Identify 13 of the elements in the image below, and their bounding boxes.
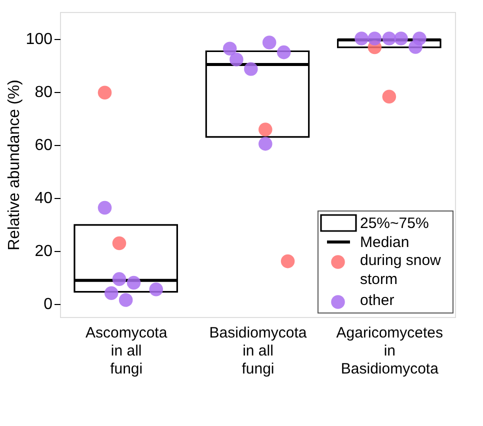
y-tick-label: 20 — [34, 243, 53, 260]
legend-label: other — [360, 292, 394, 309]
legend-label: 25%~75% — [360, 215, 429, 232]
y-tick-label: 60 — [34, 137, 53, 154]
y-tick-label: 80 — [34, 84, 53, 102]
x-tick-label: Agaricomycetes in Basidiomycota — [336, 324, 444, 378]
y-tick-label: 40 — [34, 190, 53, 208]
y-axis-title: Relative abundance (%) — [6, 80, 23, 250]
x-tick-label: Ascomycota in all fungi — [85, 324, 168, 378]
y-tick-label: 0 — [44, 296, 53, 314]
y-tick-label: 100 — [26, 31, 53, 48]
annotation: Median — [360, 234, 410, 251]
x-tick-label: Basidiomycota in all fungi — [209, 324, 308, 378]
